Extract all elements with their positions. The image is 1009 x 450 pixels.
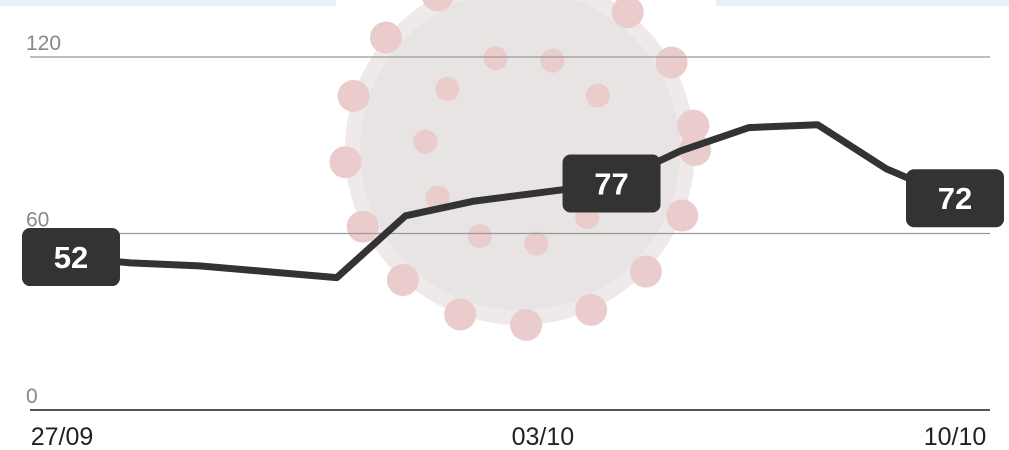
virus-spike — [611, 0, 644, 29]
virus-spike — [386, 264, 419, 297]
virus-spike — [329, 146, 362, 179]
virus-spike — [422, 0, 454, 12]
data-label-text: 72 — [938, 181, 972, 216]
y-tick-label: 120 — [26, 32, 61, 55]
data-labels: 52 77 72 — [22, 154, 1004, 287]
y-tick-label: 60 — [26, 209, 49, 232]
virus-spike — [666, 199, 699, 232]
y-axis-ticks: 0 60 120 — [26, 32, 61, 408]
virus-spike — [575, 293, 608, 326]
data-label: 72 — [906, 169, 1004, 228]
virus-spike — [346, 210, 379, 243]
data-label: 52 — [22, 228, 120, 287]
virus-spike — [629, 255, 662, 288]
virus-spike — [413, 129, 438, 154]
virus-spike — [585, 83, 610, 108]
x-axis-ticks: 27/09 03/10 10/10 — [31, 423, 987, 450]
series-line — [58, 121, 959, 282]
x-tick-label: 03/10 — [512, 423, 575, 450]
virus-spike — [337, 79, 370, 112]
virus-spike — [444, 298, 477, 331]
grid-lines — [30, 56, 990, 235]
x-tick-label: 10/10 — [924, 423, 987, 450]
virus-spike — [677, 109, 710, 142]
virus-spike — [435, 76, 460, 101]
data-label-text: 52 — [54, 240, 88, 275]
data-label-text: 77 — [594, 166, 628, 201]
coronavirus-illustration — [329, 0, 711, 341]
x-tick-label: 27/09 — [31, 423, 94, 450]
top-strip-right — [716, 0, 1009, 6]
virus-spike — [510, 308, 543, 341]
virus-spike — [655, 46, 688, 79]
virus-spike — [524, 231, 549, 256]
virus-spike — [540, 48, 565, 73]
virus-spike — [467, 224, 492, 249]
virus-spike — [425, 185, 450, 210]
data-label-box — [562, 154, 661, 213]
data-label-box — [22, 228, 120, 287]
data-label: 77 — [562, 154, 661, 213]
data-label-box — [906, 169, 1004, 228]
y-tick-label: 0 — [26, 385, 38, 408]
virus-spike — [483, 46, 508, 71]
virus-spike — [369, 21, 402, 54]
top-strip-left — [0, 0, 336, 6]
